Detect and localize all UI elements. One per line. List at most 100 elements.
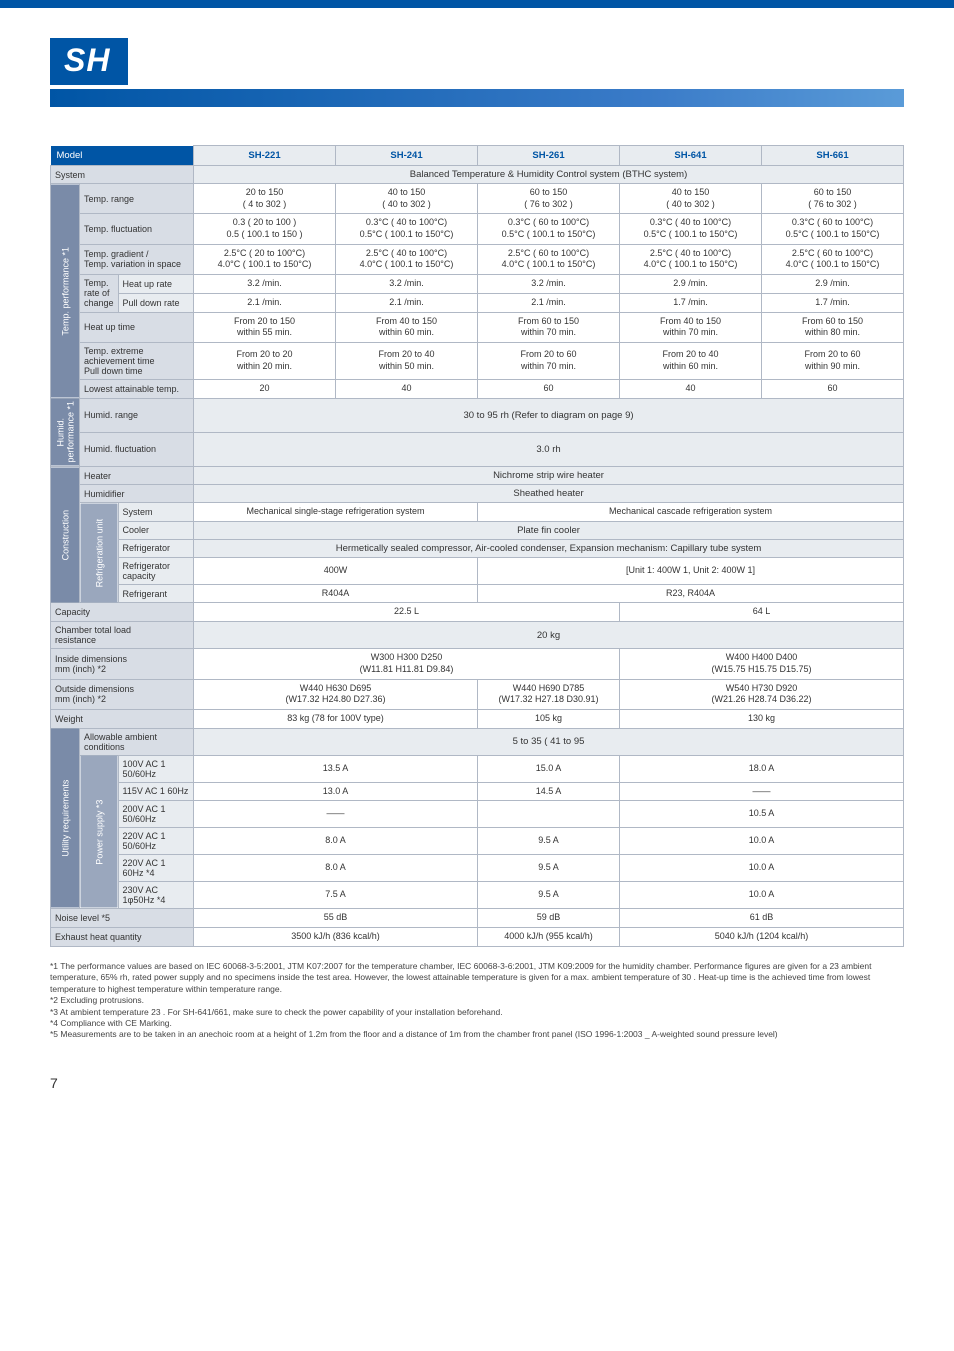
lowest-label: Lowest attainable temp. — [80, 379, 194, 398]
ps-label: Power supply *3 — [80, 755, 119, 909]
ps4-1: 9.5 A — [478, 855, 620, 882]
temp-range-label: Temp. range — [80, 184, 194, 214]
hr-3: 2.9 /min. — [620, 275, 762, 294]
ps0-0: 13.5 A — [194, 755, 478, 782]
ps5-label: 230V AC 1φ50Hz *4 — [118, 882, 193, 909]
ps1-label: 115V AC 1 60Hz — [118, 782, 193, 801]
lo-2: 60 — [478, 379, 620, 398]
ps4-0: 8.0 A — [194, 855, 478, 882]
tg-3: 2.5°C ( 40 to 100°C)4.0°C ( 100.1 to 150… — [620, 244, 762, 274]
tempext-label: Temp. extremeachievement timePull down t… — [80, 342, 194, 379]
heater-label: Heater — [80, 467, 194, 485]
hu-3: From 40 to 150within 70 min. — [620, 312, 762, 342]
humrange-label: Humid. range — [80, 398, 194, 432]
tr-4: 60 to 150( 76 to 302 ) — [762, 184, 904, 214]
lo-1: 40 — [336, 379, 478, 398]
tf-0: 0.3 ( 20 to 100 )0.5 ( 100.1 to 150 ) — [194, 214, 336, 244]
note-2: *2 Excluding protrusions. — [50, 995, 904, 1006]
col-sh661: SH-661 — [762, 146, 904, 166]
tg-2: 2.5°C ( 60 to 100°C)4.0°C ( 100.1 to 150… — [478, 244, 620, 274]
lo-3: 40 — [620, 379, 762, 398]
ps3-label: 220V AC 1 50/60Hz — [118, 828, 193, 855]
wt-2: 105 kg — [478, 709, 620, 728]
ps4-2: 10.0 A — [620, 855, 904, 882]
refrigerant-v1: R404A — [194, 584, 478, 603]
noise-2: 61 dB — [620, 909, 904, 928]
pr-1: 2.1 /min. — [336, 293, 478, 312]
rcap-v1: 400W — [194, 557, 478, 584]
ps2-label: 200V AC 1 50/60Hz — [118, 801, 193, 828]
inside-v1: W300 H300 D250(W11.81 H11.81 D9.84) — [194, 649, 620, 679]
ex-2: 5040 kJ/h (1204 kcal/h) — [620, 927, 904, 946]
chamber-label: Chamber total loadresistance — [51, 622, 194, 649]
product-logo: SH — [50, 38, 128, 85]
hu-0: From 20 to 150within 55 min. — [194, 312, 336, 342]
note-5: *5 Measurements are to be taken in an an… — [50, 1029, 904, 1040]
humid-label: Humidifier — [80, 485, 194, 503]
ps0-2: 18.0 A — [620, 755, 904, 782]
tg-1: 2.5°C ( 40 to 100°C)4.0°C ( 100.1 to 150… — [336, 244, 478, 274]
out-2: W540 H730 D920(W21.26 H28.74 D36.22) — [620, 679, 904, 709]
util-section: Utility requirements — [51, 728, 80, 909]
constr-section: Construction — [51, 467, 80, 603]
noise-0: 55 dB — [194, 909, 478, 928]
ps0-label: 100V AC 1 50/60Hz — [118, 755, 193, 782]
tf-2: 0.3°C ( 60 to 100°C)0.5°C ( 100.1 to 150… — [478, 214, 620, 244]
tr-2: 60 to 150( 76 to 302 ) — [478, 184, 620, 214]
te-4: From 20 to 60within 90 min. — [762, 342, 904, 379]
col-sh641: SH-641 — [620, 146, 762, 166]
rcap-v2: [Unit 1: 400W 1, Unit 2: 400W 1] — [478, 557, 904, 584]
header-bar — [50, 89, 904, 107]
col-sh241: SH-241 — [336, 146, 478, 166]
temp-fluct-label: Temp. fluctuation — [80, 214, 194, 244]
heatup-label: Heat up time — [80, 312, 194, 342]
ps3-1: 9.5 A — [478, 828, 620, 855]
tg-4: 2.5°C ( 60 to 100°C)4.0°C ( 100.1 to 150… — [762, 244, 904, 274]
ps2-0: —— — [194, 801, 478, 828]
note-1: *1 The performance values are based on I… — [50, 961, 904, 995]
footnotes: *1 The performance values are based on I… — [0, 957, 954, 1045]
ps2-1 — [478, 801, 620, 828]
tr-1: 40 to 150( 40 to 302 ) — [336, 184, 478, 214]
note-4: *4 Compliance with CE Marking. — [50, 1018, 904, 1029]
out-0: W440 H630 D695(W17.32 H24.80 D27.36) — [194, 679, 478, 709]
pull-rate-label: Pull down rate — [118, 293, 193, 312]
lo-4: 60 — [762, 379, 904, 398]
refrig-unit: Refrigeration unit — [80, 503, 119, 603]
ps5-2: 10.0 A — [620, 882, 904, 909]
pr-4: 1.7 /min. — [762, 293, 904, 312]
te-2: From 20 to 60within 70 min. — [478, 342, 620, 379]
tf-4: 0.3°C ( 60 to 100°C)0.5°C ( 100.1 to 150… — [762, 214, 904, 244]
wt-3: 130 kg — [620, 709, 904, 728]
note-3: *3 At ambient temperature 23 . For SH-64… — [50, 1007, 904, 1018]
hr-2: 3.2 /min. — [478, 275, 620, 294]
header: SH — [0, 8, 954, 117]
te-3: From 20 to 40within 60 min. — [620, 342, 762, 379]
col-sh221: SH-221 — [194, 146, 336, 166]
system-val: Balanced Temperature & Humidity Control … — [194, 166, 904, 184]
heat-rate-label: Heat up rate — [118, 275, 193, 294]
ps5-0: 7.5 A — [194, 882, 478, 909]
rcap-label: Refrigerator capacity — [118, 557, 193, 584]
humid-val: Sheathed heater — [194, 485, 904, 503]
hr-0: 3.2 /min. — [194, 275, 336, 294]
te-1: From 20 to 40within 50 min. — [336, 342, 478, 379]
rsys-label: System — [118, 503, 193, 522]
ps1-1: 14.5 A — [478, 782, 620, 801]
system-label: System — [51, 166, 194, 184]
ps1-2: —— — [620, 782, 904, 801]
noise-1: 59 dB — [478, 909, 620, 928]
pr-3: 1.7 /min. — [620, 293, 762, 312]
outside-label: Outside dimensionsmm (inch) *2 — [51, 679, 194, 709]
ps2-2: 10.5 A — [620, 801, 904, 828]
heater-val: Nichrome strip wire heater — [194, 467, 904, 485]
chamber-val: 20 kg — [194, 622, 904, 649]
refrigerant-v2: R23, R404A — [478, 584, 904, 603]
wt-1: 83 kg (78 for 100V type) — [194, 709, 478, 728]
hr-1: 3.2 /min. — [336, 275, 478, 294]
rsys-v2: Mechanical cascade refrigeration system — [478, 503, 904, 522]
cooler-label: Cooler — [118, 521, 193, 539]
pr-0: 2.1 /min. — [194, 293, 336, 312]
ex-0: 3500 kJ/h (836 kcal/h) — [194, 927, 478, 946]
tf-3: 0.3°C ( 40 to 100°C)0.5°C ( 100.1 to 150… — [620, 214, 762, 244]
